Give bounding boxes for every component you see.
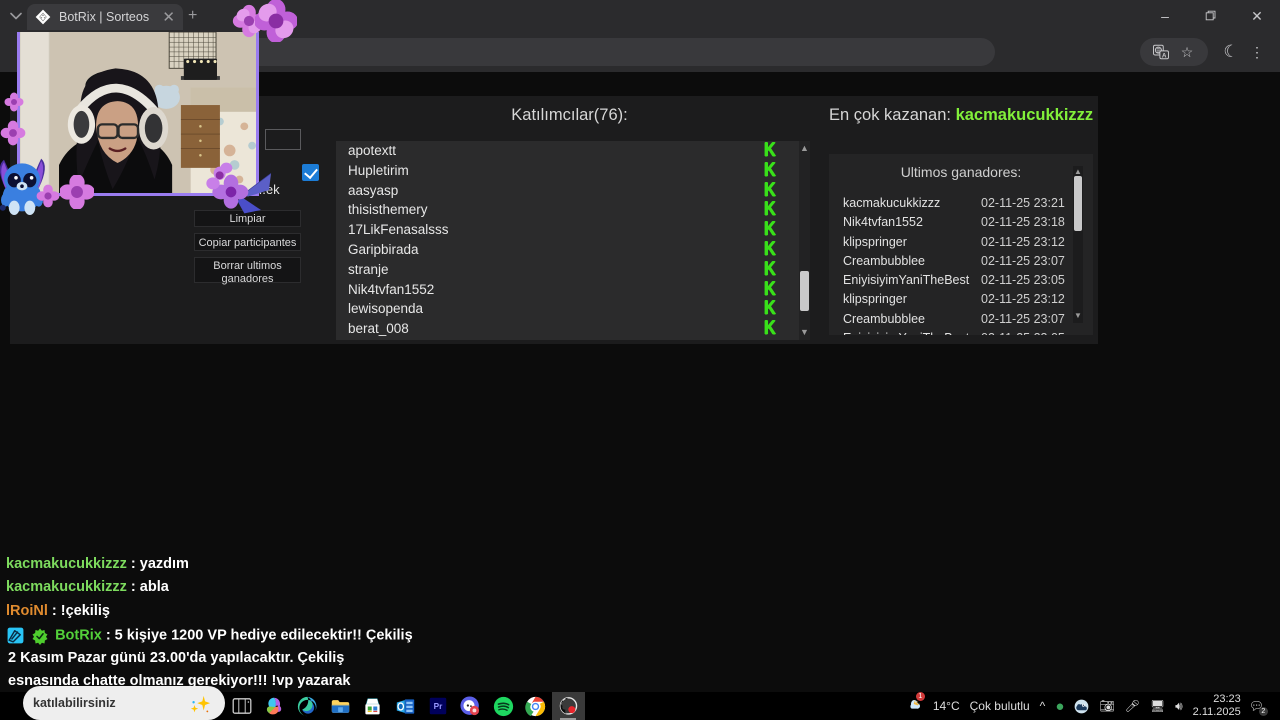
svg-text:Pr: Pr (434, 702, 444, 711)
svg-text:A: A (1162, 52, 1167, 59)
